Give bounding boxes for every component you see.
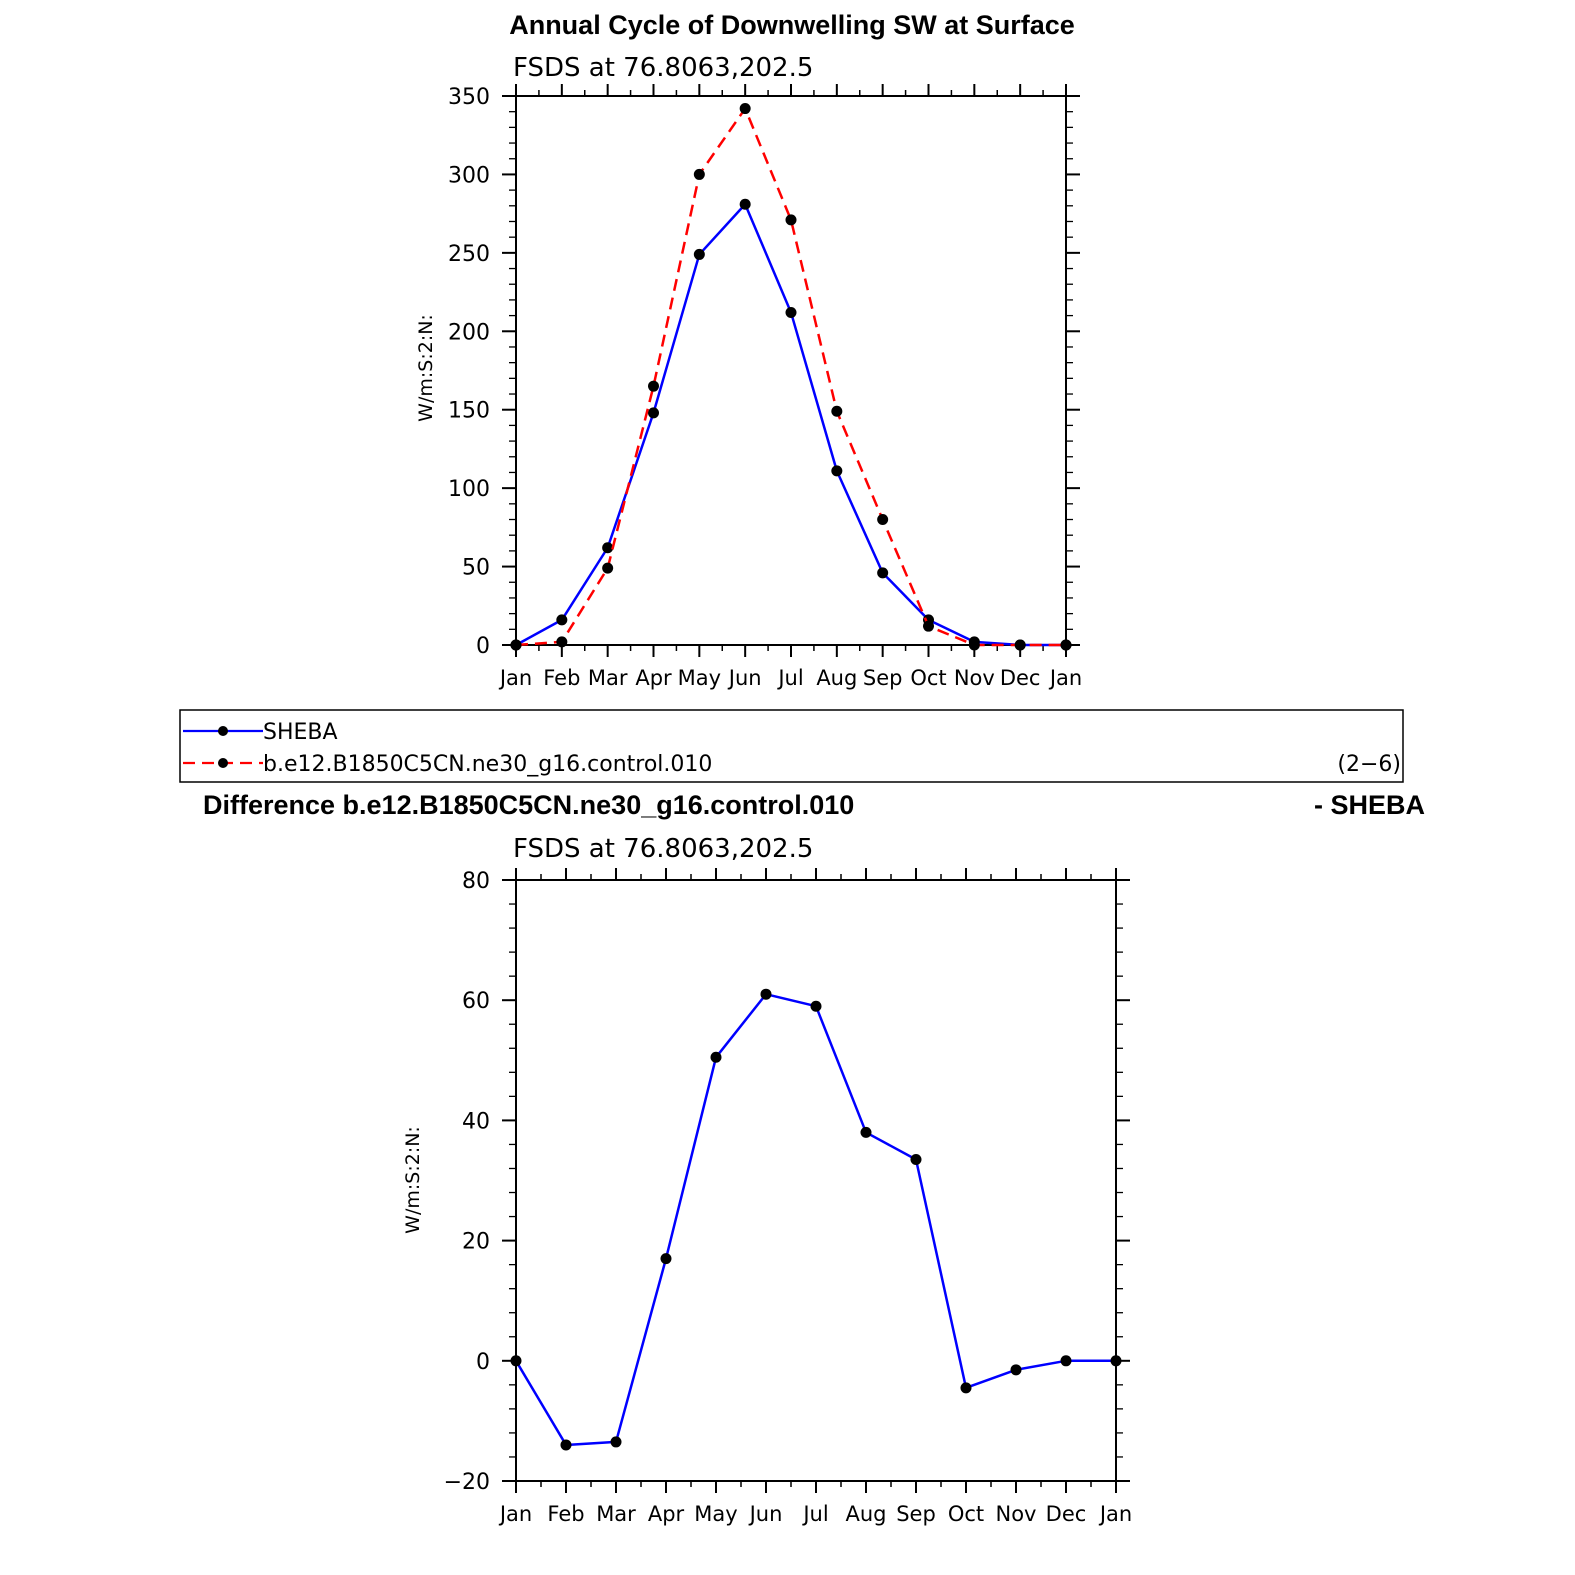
top-chart-series-1-point bbox=[877, 514, 889, 526]
bottom-chart-x-tick-label: Mar bbox=[596, 1502, 636, 1526]
bottom-chart-x-tick-label: Apr bbox=[648, 1502, 685, 1526]
top-chart-series-1-point bbox=[556, 636, 568, 648]
top-chart-x-tick-label: Nov bbox=[954, 666, 995, 690]
bottom-chart-x-tick-label: Feb bbox=[547, 1502, 584, 1526]
top-chart-series-1-point bbox=[739, 103, 751, 115]
bottom-chart-axes: Jan Feb Mar Apr May Jun Jul Aug Sep Oct Nov Dec Jan−… bbox=[444, 868, 1132, 1526]
top-chart-series-0-line bbox=[515, 202, 1066, 647]
bottom-chart-series-0-point bbox=[810, 1000, 822, 1012]
top-chart-axes: Jan Feb Mar Apr May Jun Jul Aug Sep Oct Nov Dec Jan 0… bbox=[448, 84, 1082, 690]
legend-sheba-label: SHEBA bbox=[263, 720, 338, 745]
bottom-chart-series-0-point bbox=[1060, 1355, 1072, 1367]
bottom-chart-series bbox=[510, 988, 1122, 1451]
bottom-chart-y-tick-label: −20 bbox=[444, 1470, 490, 1495]
bottom-chart-series-0-line bbox=[514, 992, 1116, 1447]
bottom-chart-x-tick-label: Nov bbox=[996, 1502, 1037, 1526]
top-chart-series-0-point bbox=[877, 567, 889, 579]
top-chart-series-1-point bbox=[648, 380, 659, 392]
legend-box bbox=[179, 709, 1404, 783]
top-chart-series-1-point bbox=[831, 405, 843, 417]
legend-sheba-marker bbox=[218, 726, 228, 736]
top-chart-x-tick-label: Jul bbox=[776, 666, 803, 690]
top-chart-y-tick-label: 350 bbox=[448, 85, 490, 110]
bottom-chart-y-tick-label: 40 bbox=[462, 1109, 490, 1134]
legend-model-label: b.e12.B1850C5CN.ne30_g16.control.010 bbox=[263, 752, 712, 777]
top-chart-x-tick-label: Feb bbox=[543, 666, 580, 690]
bottom-chart-title-left: Difference b.e12.B1850C5CN.ne30_g16.cont… bbox=[203, 790, 854, 820]
top-chart-y-tick-label: 200 bbox=[448, 320, 490, 345]
bottom-chart-y-tick-label: 80 bbox=[462, 869, 490, 894]
bottom-chart-series-0-point bbox=[510, 1355, 522, 1367]
top-chart-x-tick-label: Dec bbox=[1000, 666, 1041, 690]
top-chart-series-1-point bbox=[602, 562, 614, 574]
bottom-chart-x-tick-label: May bbox=[694, 1502, 737, 1526]
top-chart-series-0-point bbox=[602, 542, 614, 554]
bottom-chart-x-tick-label: Jan bbox=[1098, 1502, 1132, 1526]
top-chart-series-1-point bbox=[510, 639, 522, 651]
bottom-chart-plot-frame bbox=[515, 879, 1117, 1482]
bottom-chart-series-0-point bbox=[710, 1051, 722, 1063]
top-chart-x-tick-label: Apr bbox=[635, 666, 672, 690]
top-chart-y-tick-label: 150 bbox=[448, 399, 490, 424]
top-chart-series-1-point bbox=[1014, 639, 1026, 651]
top-chart-subtitle: FSDS at 76.8063,202.5 bbox=[513, 53, 813, 83]
bottom-chart-x-tick-label: Jan bbox=[498, 1502, 532, 1526]
top-chart-series-0-point bbox=[831, 465, 843, 477]
top-chart: Annual Cycle of Downwelling SW at Surfac… bbox=[415, 10, 1082, 690]
bottom-chart-title-right: - SHEBA bbox=[1314, 790, 1425, 820]
top-chart-x-tick-label: Sep bbox=[863, 666, 903, 690]
top-chart-x-tick-label: Jun bbox=[727, 666, 762, 690]
bottom-chart-x-tick-label: Dec bbox=[1046, 1502, 1087, 1526]
top-chart-series-0-point bbox=[556, 614, 568, 626]
top-chart-y-tick-label: 50 bbox=[462, 556, 490, 581]
bottom-chart-series-0-point bbox=[560, 1439, 572, 1451]
top-chart-y-tick-label: 300 bbox=[448, 163, 490, 188]
bottom-chart-x-tick-label: Jul bbox=[801, 1502, 828, 1526]
top-chart-series-0-point bbox=[693, 248, 705, 260]
top-chart-x-tick-label: Aug bbox=[816, 666, 857, 690]
bottom-chart-x-tick-label: Aug bbox=[845, 1502, 886, 1526]
top-chart-series-0-point bbox=[785, 306, 797, 318]
top-chart-series-1-point bbox=[923, 620, 934, 632]
bottom-chart-series-0-point bbox=[860, 1126, 872, 1138]
bottom-chart-series-0-point bbox=[910, 1153, 922, 1165]
top-chart-series-1-point bbox=[785, 214, 797, 226]
top-chart-x-tick-label: Jan bbox=[1048, 666, 1082, 690]
bottom-chart-y-tick-label: 20 bbox=[462, 1230, 490, 1255]
bottom-chart-series-0-point bbox=[660, 1253, 672, 1265]
top-chart-series-0-point bbox=[739, 198, 751, 210]
bottom-chart-series-0-point bbox=[610, 1436, 622, 1448]
legend-model-marker bbox=[218, 758, 228, 768]
top-chart-title: Annual Cycle of Downwelling SW at Surfac… bbox=[509, 10, 1075, 40]
top-chart-series-1-point bbox=[968, 639, 980, 651]
bottom-chart-y-tick-label: 0 bbox=[476, 1350, 490, 1375]
bottom-chart-ylabel: W/m:S:2:N: bbox=[402, 1126, 424, 1234]
legend: SHEBA b.e12.B1850C5CN.ne30_g16.control.0… bbox=[179, 709, 1404, 783]
top-chart-ylabel: W/m:S:2:N: bbox=[415, 314, 437, 422]
bottom-chart-series-0-point bbox=[760, 988, 772, 1000]
top-chart-x-tick-label: Jan bbox=[498, 666, 532, 690]
top-chart-x-tick-label: Mar bbox=[588, 666, 628, 690]
bottom-chart-y-tick-label: 60 bbox=[462, 989, 490, 1014]
bottom-chart-subtitle: FSDS at 76.8063,202.5 bbox=[513, 834, 813, 864]
legend-note: (2−6) bbox=[1337, 752, 1401, 777]
top-chart-series-0-point bbox=[648, 407, 659, 419]
top-chart-x-tick-label: May bbox=[678, 666, 721, 690]
bottom-chart-x-tick-label: Jun bbox=[748, 1502, 783, 1526]
bottom-chart: Difference b.e12.B1850C5CN.ne30_g16.cont… bbox=[203, 790, 1425, 1526]
top-chart-x-tick-label: Oct bbox=[910, 666, 946, 690]
bottom-chart-series-0-point bbox=[1010, 1364, 1022, 1376]
top-chart-y-tick-label: 0 bbox=[476, 634, 490, 659]
top-chart-series-1-point bbox=[693, 168, 705, 180]
top-chart-y-tick-label: 100 bbox=[448, 477, 490, 502]
top-chart-series-1-line bbox=[515, 107, 1066, 647]
bottom-chart-series-0-point bbox=[960, 1382, 972, 1394]
bottom-chart-x-tick-label: Sep bbox=[896, 1502, 936, 1526]
bottom-chart-x-tick-label: Oct bbox=[948, 1502, 984, 1526]
top-chart-series bbox=[510, 103, 1072, 651]
bottom-chart-series-0-point bbox=[1110, 1355, 1122, 1367]
top-chart-series-1-point bbox=[1060, 639, 1072, 651]
top-chart-y-tick-label: 250 bbox=[448, 242, 490, 267]
